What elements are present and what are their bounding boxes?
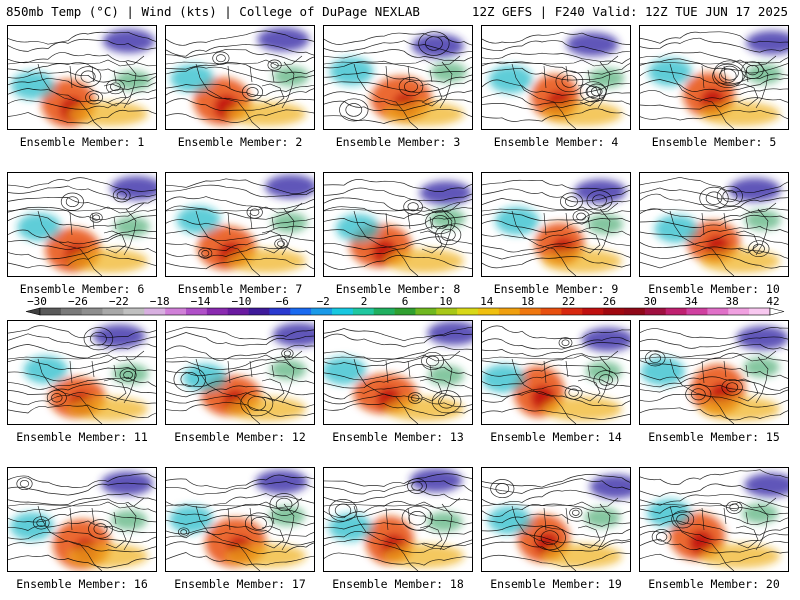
- ensemble-member-label: Ensemble Member: 9: [493, 282, 619, 296]
- colorbar-tick-label: −10: [231, 296, 251, 308]
- colorbar-tick-label: 22: [562, 296, 575, 308]
- colorbar-tick-label: −2: [317, 296, 330, 308]
- colorbar-segment: [60, 308, 83, 315]
- colorbar-segment: [373, 308, 395, 315]
- colorbar-segment: [269, 308, 291, 315]
- valid-time: 12Z GEFS | F240 Valid: 12Z TUE JUN 17 20…: [471, 4, 788, 19]
- ensemble-member-label: Ensemble Member: 15: [648, 430, 780, 444]
- colorbar-tick-label: −18: [150, 296, 170, 308]
- colorbar-tick-label: 10: [439, 296, 452, 308]
- colorbar-tick-label: −30: [27, 296, 47, 308]
- ensemble-map-panel: [639, 25, 789, 130]
- colorbar-segment: [144, 308, 166, 315]
- ensemble-member-label: Ensemble Member: 6: [19, 282, 145, 296]
- colorbar-segment: [81, 308, 103, 315]
- ensemble-member-label: Ensemble Member: 2: [177, 135, 303, 149]
- colorbar-tick-label: 38: [725, 296, 738, 308]
- colorbar-segment: [394, 308, 416, 315]
- ensemble-map-panel: [7, 25, 157, 130]
- colorbar-segment: [540, 308, 562, 315]
- colorbar-tick-label: 6: [402, 296, 409, 308]
- ensemble-member-label: Ensemble Member: 11: [16, 430, 148, 444]
- colorbar-tick-label: −14: [191, 296, 211, 308]
- colorbar-tick-label: 34: [685, 296, 699, 308]
- colorbar-segment: [749, 308, 771, 315]
- colorbar-right-arrow: [769, 307, 785, 316]
- ensemble-map-panel: [323, 172, 473, 277]
- ensemble-member-label: Ensemble Member: 1: [19, 135, 145, 149]
- ensemble-map-panel: [323, 320, 473, 425]
- colorbar-segment: [206, 308, 229, 315]
- ensemble-map-panel: [481, 172, 631, 277]
- colorbar-left-arrow: [25, 307, 41, 316]
- colorbar-segment: [102, 308, 124, 315]
- ensemble-member-label: Ensemble Member: 13: [332, 430, 464, 444]
- ensemble-map-panel: [165, 320, 315, 425]
- ensemble-member-label: Ensemble Member: 16: [16, 577, 148, 591]
- ensemble-map-panel: [481, 320, 631, 425]
- colorbar-segment: [707, 308, 729, 315]
- colorbar-segment: [415, 308, 437, 315]
- ensemble-map-panel: [7, 172, 157, 277]
- map-title: 850mb Temp (°C) | Wind (kts) | College o…: [6, 4, 420, 19]
- colorbar-tick-label: 42: [766, 296, 779, 308]
- ensemble-member-label: Ensemble Member: 19: [490, 577, 622, 591]
- colorbar-segment: [311, 308, 333, 315]
- colorbar-segment: [478, 308, 500, 315]
- colorbar-segment: [582, 308, 604, 315]
- ensemble-map-panel: [639, 172, 789, 277]
- ensemble-map-panel: [639, 467, 789, 572]
- colorbar-tick-label: 26: [603, 296, 616, 308]
- colorbar-segment: [40, 308, 62, 315]
- ensemble-map-panel: [481, 25, 631, 130]
- colorbar-segment: [624, 308, 646, 315]
- colorbar-segment: [186, 308, 208, 315]
- ensemble-member-label: Ensemble Member: 4: [493, 135, 619, 149]
- colorbar-tick-label: −26: [68, 296, 88, 308]
- ensemble-member-label: Ensemble Member: 12: [174, 430, 306, 444]
- colorbar-segment: [352, 308, 375, 315]
- ensemble-member-label: Ensemble Member: 14: [490, 430, 622, 444]
- colorbar-segment: [644, 308, 667, 315]
- ensemble-map-panel: [323, 25, 473, 130]
- colorbar-tick-label: −22: [109, 296, 129, 308]
- colorbar-tick-label: 14: [480, 296, 494, 308]
- colorbar-segment: [332, 308, 354, 315]
- temperature-colorbar: −30 −26 −22 −18 −14 −10 −6 −2 2 6 10 14 18 22 26 30 34 38…: [25, 296, 785, 316]
- colorbar-segment: [248, 308, 270, 315]
- colorbar-segment: [457, 308, 479, 315]
- colorbar-segment: [123, 308, 145, 315]
- colorbar-tick-label: −6: [276, 296, 289, 308]
- ensemble-map-panel: [165, 25, 315, 130]
- ensemble-map-panel: [165, 172, 315, 277]
- ensemble-map-panel: [7, 467, 157, 572]
- ensemble-map-panel: [165, 467, 315, 572]
- ensemble-map-panel: [7, 320, 157, 425]
- ensemble-member-label: Ensemble Member: 18: [332, 577, 464, 591]
- colorbar-tick-label: 18: [521, 296, 534, 308]
- colorbar-tick-label: 30: [644, 296, 657, 308]
- colorbar-segment: [165, 308, 187, 315]
- colorbar-segment: [603, 308, 625, 315]
- colorbar-segment: [728, 308, 750, 315]
- ensemble-member-label: Ensemble Member: 8: [335, 282, 461, 296]
- colorbar-segment: [436, 308, 458, 315]
- ensemble-map-panel: [639, 320, 789, 425]
- colorbar-segment: [561, 308, 583, 315]
- colorbar-segment: [686, 308, 708, 315]
- colorbar-segment: [227, 308, 249, 315]
- colorbar-segment: [665, 308, 687, 315]
- ensemble-member-label: Ensemble Member: 5: [651, 135, 777, 149]
- colorbar-segment: [498, 308, 521, 315]
- colorbar-segment: [519, 308, 541, 315]
- ensemble-member-label: Ensemble Member: 3: [335, 135, 461, 149]
- colorbar-segment: [290, 308, 312, 315]
- colorbar-tick-label: 2: [361, 296, 368, 308]
- ensemble-map-panel: [323, 467, 473, 572]
- ensemble-member-label: Ensemble Member: 20: [648, 577, 780, 591]
- ensemble-member-label: Ensemble Member: 7: [177, 282, 303, 296]
- ensemble-member-label: Ensemble Member: 10: [648, 282, 780, 296]
- ensemble-map-panel: [481, 467, 631, 572]
- ensemble-member-label: Ensemble Member: 17: [174, 577, 306, 591]
